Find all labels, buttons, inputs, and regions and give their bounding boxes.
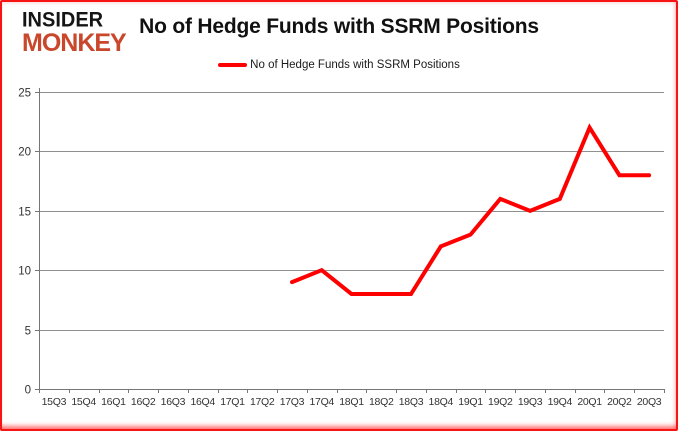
y-tick-label: 15 — [18, 207, 31, 219]
x-tick-label: 17Q3 — [280, 396, 305, 408]
chart-title: No of Hedge Funds with SSRM Positions — [139, 15, 539, 38]
x-tick-label: 19Q2 — [488, 396, 513, 408]
x-tick-label: 17Q2 — [250, 396, 275, 408]
x-tick-label: 18Q2 — [369, 396, 394, 408]
x-tick-label: 15Q3 — [42, 396, 67, 408]
y-tick-label: 0 — [25, 385, 31, 397]
insider-monkey-logo: INSIDER MONKEY — [22, 8, 127, 57]
x-tick-label: 20Q2 — [607, 396, 632, 408]
x-tick-label: 19Q1 — [458, 396, 483, 408]
x-tick-label: 17Q4 — [309, 396, 334, 408]
x-tick-label: 20Q1 — [577, 396, 602, 408]
x-tick-label: 20Q3 — [637, 396, 662, 408]
x-tick-label: 18Q3 — [399, 396, 424, 408]
x-tick-label: 19Q4 — [548, 396, 573, 408]
data-series-line — [290, 123, 652, 296]
x-tick-label: 19Q3 — [518, 396, 543, 408]
legend-label: No of Hedge Funds with SSRM Positions — [250, 59, 460, 71]
x-tick-label: 17Q1 — [220, 396, 245, 408]
logo-text-insider: INSIDER — [22, 8, 104, 32]
y-tick-label: 5 — [25, 326, 31, 338]
x-tick-label: 16Q4 — [190, 396, 215, 408]
logo-text-monkey: MONKEY — [22, 29, 127, 57]
y-tick-label: 20 — [18, 147, 31, 159]
x-tick-label: 16Q2 — [131, 396, 156, 408]
x-tick-label: 18Q1 — [339, 396, 364, 408]
x-tick-label: 15Q4 — [71, 396, 96, 408]
x-tick-label: 16Q1 — [101, 396, 126, 408]
legend: No of Hedge Funds with SSRM Positions — [2, 59, 676, 71]
y-tick-label: 10 — [18, 266, 31, 278]
x-tick-label: 18Q4 — [429, 396, 454, 408]
legend-line-swatch — [218, 63, 248, 67]
y-tick-label: 25 — [18, 88, 31, 100]
x-tick-label: 16Q3 — [161, 396, 186, 408]
